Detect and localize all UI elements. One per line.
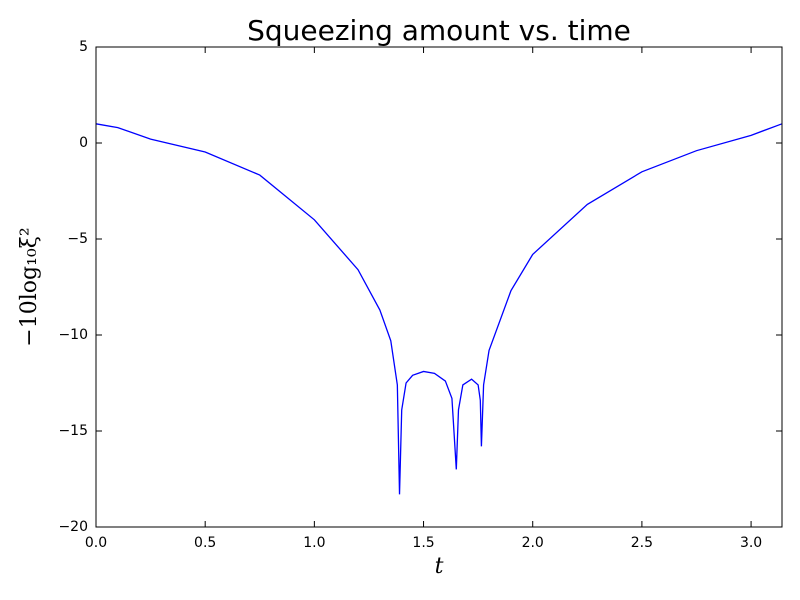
x-tick-label: 0.0 <box>85 535 107 551</box>
y-tick-label: 0 <box>79 135 88 151</box>
y-tick-label: −15 <box>58 423 88 439</box>
chart-title: Squeezing amount vs. time <box>247 14 631 47</box>
y-tick-label: 5 <box>79 39 88 55</box>
y-tick-label: −10 <box>58 327 88 343</box>
x-axis-label: t <box>435 554 444 579</box>
y-axis-label: −10log₁₀ξ² <box>17 227 42 346</box>
x-tick-label: 1.5 <box>412 535 434 551</box>
plot-frame <box>95 46 783 528</box>
x-tick-label: 0.5 <box>194 535 216 551</box>
x-tick-label: 2.5 <box>631 535 653 551</box>
x-tick-label: 3.0 <box>740 535 762 551</box>
y-tick-label: −5 <box>67 231 88 247</box>
y-tick-label: −20 <box>58 519 88 535</box>
line-series <box>95 123 783 495</box>
x-tick-label: 1.0 <box>303 535 325 551</box>
x-tick-label: 2.0 <box>522 535 544 551</box>
